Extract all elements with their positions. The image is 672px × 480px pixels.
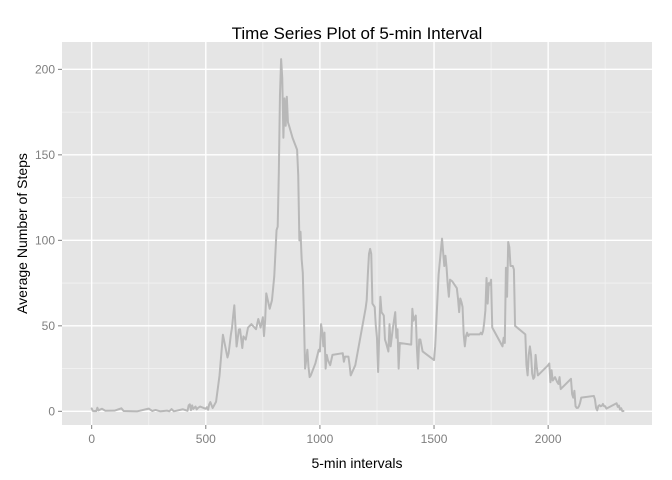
y-tick-label: 50 xyxy=(42,319,56,333)
y-tick-label: 100 xyxy=(35,233,55,247)
x-tick-label: 0 xyxy=(88,432,95,446)
y-tick-label: 150 xyxy=(35,148,55,162)
x-axis-title: 5-min intervals xyxy=(311,455,402,471)
y-axis-title: Average Number of Steps xyxy=(14,153,30,314)
y-axis: 0 50 100 150 200 xyxy=(35,62,62,418)
y-tick-label: 200 xyxy=(35,62,55,76)
y-tick-label: 0 xyxy=(48,404,55,418)
x-tick-label: 1000 xyxy=(307,432,334,446)
series-line-average-steps xyxy=(90,58,625,413)
x-tick-label: 2000 xyxy=(535,432,562,446)
x-tick-label: 1500 xyxy=(421,432,448,446)
chart-title: Time Series Plot of 5-min Interval xyxy=(232,24,483,43)
major-gridlines xyxy=(62,42,652,425)
x-tick-label: 500 xyxy=(196,432,216,446)
x-axis: 0 500 1000 1500 2000 xyxy=(88,425,562,446)
plot-panel xyxy=(62,42,652,425)
minor-gridlines xyxy=(62,42,652,425)
